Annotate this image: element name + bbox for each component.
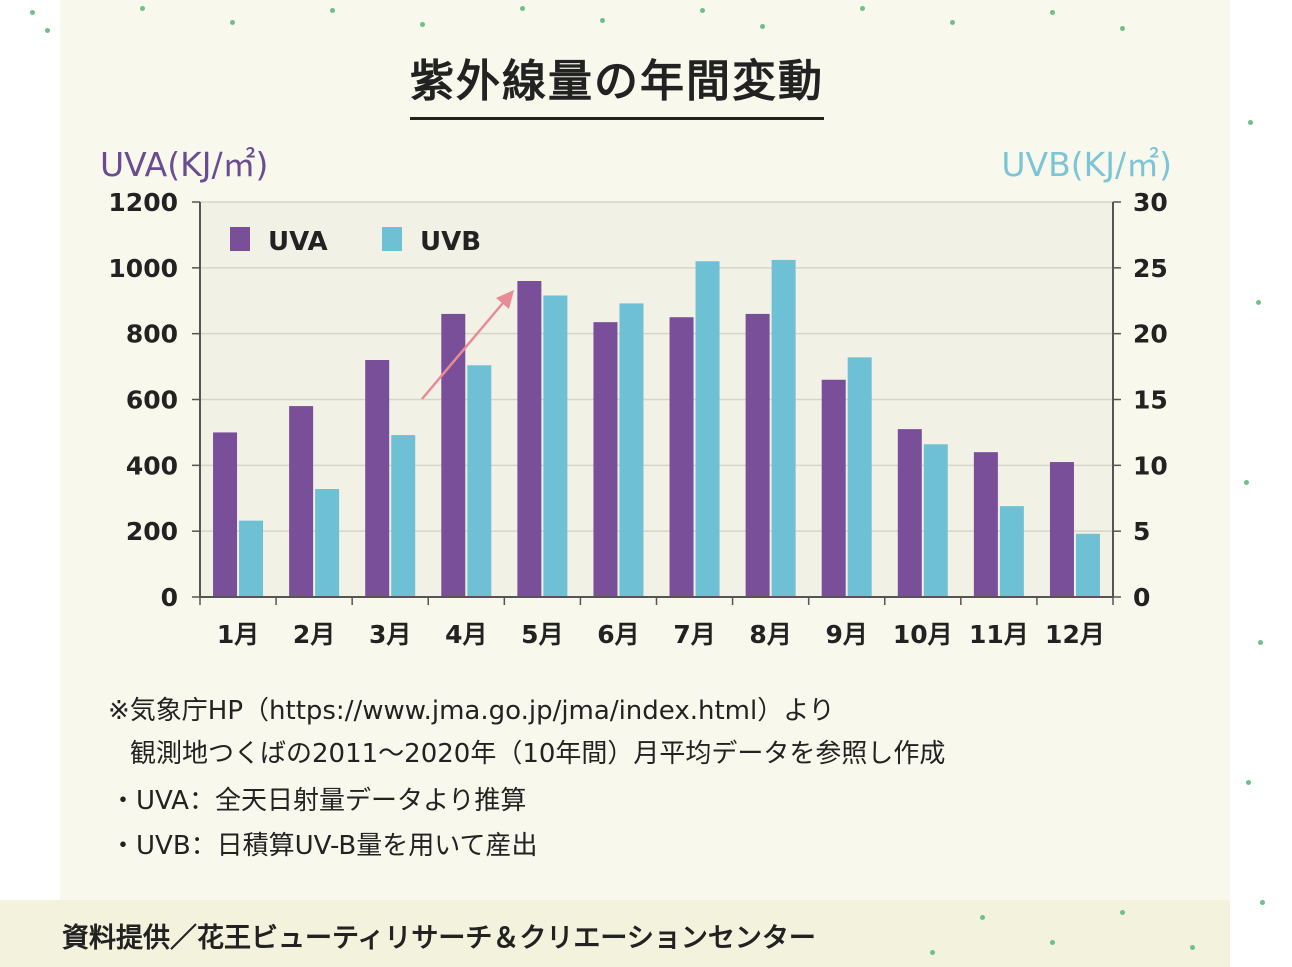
legend-label-uva: UVA	[268, 227, 328, 257]
left-tick-label: 1000	[108, 254, 178, 283]
uva-bar	[441, 313, 466, 597]
uva-bar	[897, 429, 922, 597]
bar-chart: 1月 2月 3月 4月 5月 6月 7月 8月 9月 10月 11月 12月0200400600800…	[108, 188, 1168, 649]
note-observation-line: 観測地つくばの2011～2020年（10年間）月平均データを参照し作成	[130, 739, 946, 769]
footer-band	[0, 900, 1230, 967]
decorative-dot	[30, 10, 35, 15]
decorative-dot	[45, 28, 50, 33]
decorative-dot	[1120, 910, 1125, 915]
decorative-dot	[1050, 10, 1055, 15]
uvb-bar	[695, 261, 720, 597]
trend-arrow	[421, 296, 509, 400]
decorative-dot	[1256, 300, 1261, 305]
x-tick-label: 10月	[893, 620, 953, 649]
uvb-bar	[923, 444, 948, 597]
legend-swatch-uvb	[382, 227, 402, 251]
decorative-dot	[980, 915, 985, 920]
decorative-dot	[1260, 900, 1265, 905]
uvb-bar	[467, 365, 492, 597]
uva-bar	[973, 452, 998, 597]
note-uva-method: ・UVA：全天日射量データより推算	[110, 786, 527, 816]
uva-bar	[593, 322, 618, 597]
x-tick-label: 11月	[969, 620, 1029, 649]
x-tick-label: 6月	[597, 620, 639, 649]
chart-title: 紫外線量の年間変動	[410, 45, 824, 120]
decorative-dot	[140, 6, 145, 11]
uvb-bar	[619, 303, 644, 597]
x-tick-label: 5月	[521, 620, 563, 649]
trend-arrow-head	[496, 290, 514, 309]
decorative-dot	[1248, 120, 1253, 125]
source-credit: 資料提供／花王ビューティリサーチ＆クリエーションセンター	[62, 923, 816, 954]
uva-bar	[365, 360, 390, 597]
decorative-dot	[600, 18, 605, 23]
uvb-bar	[771, 259, 796, 597]
decorative-dot	[520, 6, 525, 11]
x-tick-label: 7月	[673, 620, 715, 649]
uva-bar	[517, 281, 542, 597]
left-axis-label: UVA(KJ/㎡)	[100, 145, 269, 184]
right-tick-label: 20	[1133, 320, 1168, 349]
uva-bar	[289, 406, 314, 597]
left-tick-label: 600	[126, 386, 178, 415]
x-tick-label: 8月	[749, 620, 791, 649]
decorative-dot	[330, 8, 335, 13]
right-axis-label: UVB(KJ/㎡)	[1001, 145, 1172, 184]
uvb-bar	[1075, 533, 1100, 597]
x-tick-label: 12月	[1045, 620, 1105, 649]
x-tick-label: 9月	[826, 620, 868, 649]
right-tick-label: 25	[1133, 254, 1168, 283]
left-tick-label: 1200	[108, 188, 178, 217]
x-tick-label: 2月	[293, 620, 335, 649]
decorative-dot	[230, 20, 235, 25]
decorative-dot	[930, 950, 935, 955]
decorative-dot	[860, 6, 865, 11]
uva-bar	[821, 379, 846, 597]
decorative-dot	[420, 22, 425, 27]
right-tick-label: 5	[1133, 517, 1150, 546]
left-tick-label: 0	[161, 583, 178, 612]
uvb-bar	[999, 506, 1024, 597]
uvb-bar	[239, 520, 264, 597]
uvb-bar	[847, 357, 872, 597]
right-tick-label: 0	[1133, 583, 1150, 612]
x-tick-label: 4月	[445, 620, 487, 649]
decorative-dot	[1244, 480, 1249, 485]
decorative-dot	[1050, 940, 1055, 945]
decorative-dot	[1246, 780, 1251, 785]
right-tick-label: 10	[1133, 451, 1168, 480]
left-tick-label: 400	[126, 451, 178, 480]
decorative-dot	[1190, 945, 1195, 950]
uva-bar	[745, 313, 770, 597]
decorative-dot	[760, 24, 765, 29]
uva-bar	[213, 432, 238, 597]
legend-swatch-uva	[230, 227, 250, 251]
decorative-dot	[1258, 640, 1263, 645]
x-tick-label: 1月	[217, 620, 259, 649]
uva-bar	[1049, 462, 1074, 597]
left-tick-label: 800	[126, 320, 178, 349]
uvb-bar	[543, 295, 568, 597]
note-uvb-method: ・UVB：日積算UV-B量を用いて産出	[110, 831, 538, 861]
note-source-line: ※気象庁HP（https://www.jma.go.jp/jma/index.h…	[108, 696, 835, 726]
x-tick-label: 3月	[369, 620, 411, 649]
decorative-dot	[700, 8, 705, 13]
uva-bar	[669, 317, 694, 597]
decorative-dot	[1120, 26, 1125, 31]
uvb-bar	[315, 489, 340, 597]
legend-label-uvb: UVB	[420, 227, 481, 257]
decorative-dot	[950, 20, 955, 25]
left-tick-label: 200	[126, 517, 178, 546]
right-tick-label: 30	[1133, 188, 1168, 217]
right-tick-label: 15	[1133, 386, 1168, 415]
uvb-bar	[391, 435, 416, 597]
